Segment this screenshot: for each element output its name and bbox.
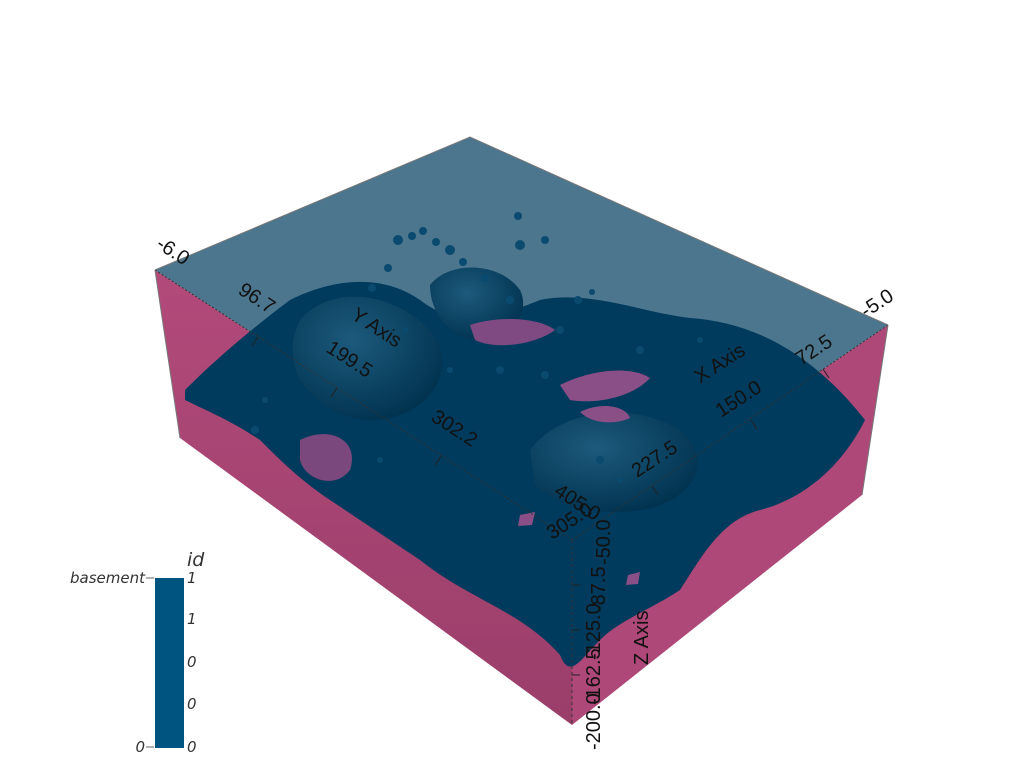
- legend-category-label: basement: [70, 569, 146, 587]
- legend-tick-label: 1: [187, 569, 197, 587]
- basement-window-4: [580, 406, 630, 423]
- legend-tick-label: 0: [187, 695, 197, 713]
- basement-window-2: [470, 318, 555, 346]
- axis-ticks: [251, 336, 830, 676]
- z-axis-tick-label: -50.0: [593, 519, 615, 565]
- z-axis-tick-label: -200.0: [583, 693, 605, 750]
- legend-tick-label: 0: [187, 738, 197, 756]
- legend-tick-label: 0: [187, 653, 197, 671]
- z-axis-tick-label: -87.5: [588, 566, 610, 612]
- z-axis: Z Axis -50.0 -87.5 -125.0 -162.5 -200.0: [583, 519, 653, 750]
- z-axis-tick-label: -162.5: [583, 648, 605, 705]
- legend-title: id: [187, 549, 205, 571]
- basement-window-3: [300, 434, 352, 481]
- basement-window-1: [560, 370, 650, 402]
- sphere-points: [251, 212, 703, 483]
- z-axis-title: Z Axis: [631, 611, 653, 665]
- box-edges: [154, 136, 889, 725]
- legend-tick-label: 1: [187, 610, 197, 628]
- scalar-bar-legend: id basement 0 1 1 0 0 0: [70, 549, 205, 756]
- z-axis-tick-label: -125.0: [583, 603, 605, 660]
- basement-window-5: [518, 512, 535, 526]
- scalar-bar: [155, 578, 184, 748]
- basement-window-6: [626, 572, 640, 585]
- lithology-dome-2: [530, 412, 698, 513]
- legend-category-label: 0: [135, 738, 145, 756]
- geology-surfaces: [185, 212, 865, 667]
